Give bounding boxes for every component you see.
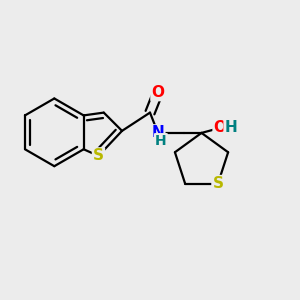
Text: O: O — [152, 85, 164, 100]
Text: S: S — [212, 176, 224, 191]
Text: O: O — [214, 120, 226, 135]
Text: H: H — [225, 120, 237, 135]
Text: N: N — [152, 125, 164, 140]
Text: S: S — [93, 148, 104, 164]
Text: H: H — [155, 134, 167, 148]
